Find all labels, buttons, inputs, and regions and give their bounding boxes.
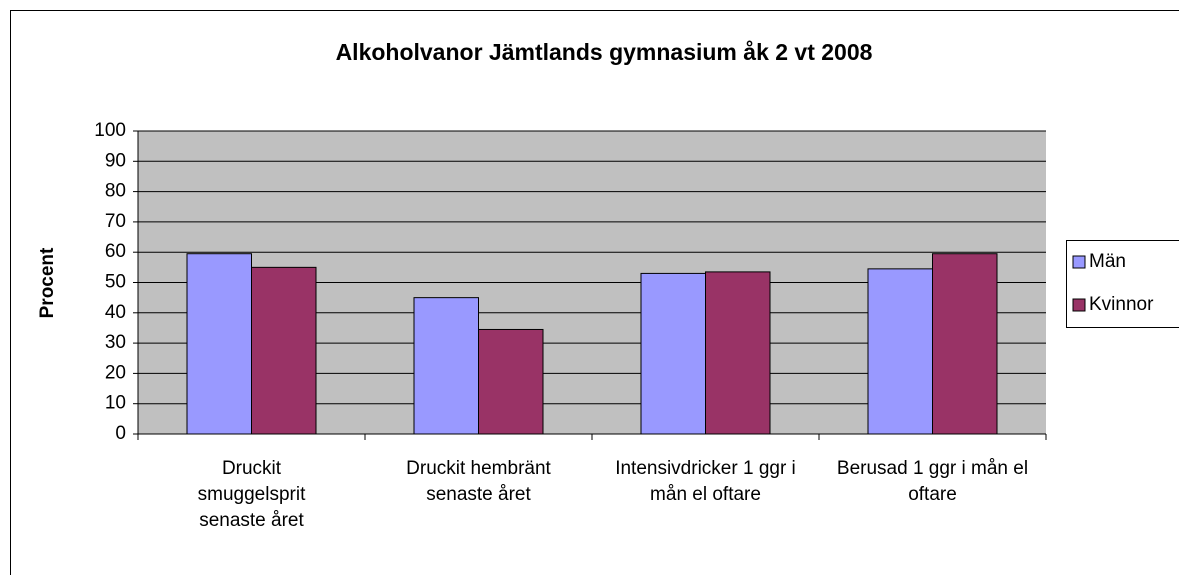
y-tick-label: 40 (105, 302, 126, 323)
y-tick-label: 100 (94, 120, 126, 141)
y-tick-label: 80 (105, 181, 126, 202)
bar (413, 297, 479, 435)
y-tick-label: 0 (115, 423, 126, 444)
bar (705, 271, 771, 435)
y-tick-label: 60 (105, 241, 126, 262)
bar (251, 266, 317, 435)
bar (867, 268, 933, 435)
bar (478, 328, 544, 435)
legend-swatch (1072, 255, 1086, 269)
y-tick-label: 90 (105, 150, 126, 171)
x-tick-label: Druckit smuggelsprit senaste året (197, 458, 306, 531)
bar (186, 253, 252, 435)
y-tick-label: 10 (105, 393, 126, 414)
bar (640, 272, 706, 435)
chart-title: Alkoholvanor Jämtlands gymnasium åk 2 vt… (336, 39, 873, 65)
x-tick-label: Druckit hembränt senaste året (406, 458, 551, 505)
y-tick-label: 30 (105, 332, 126, 353)
x-tick-label: Intensivdricker 1 ggr i mån el oftare (615, 458, 796, 505)
legend-label: Kvinnor (1089, 294, 1154, 315)
legend-box (1066, 240, 1179, 328)
bar (932, 253, 998, 435)
x-tick-label: Berusad 1 ggr i mån el oftare (836, 458, 1029, 505)
y-tick-label: 20 (105, 362, 126, 383)
y-axis-label: Procent (37, 247, 58, 318)
legend-swatch (1072, 298, 1086, 312)
y-tick-label: 70 (105, 211, 126, 232)
y-tick-label: 50 (105, 272, 126, 293)
legend-label: Män (1089, 251, 1126, 272)
